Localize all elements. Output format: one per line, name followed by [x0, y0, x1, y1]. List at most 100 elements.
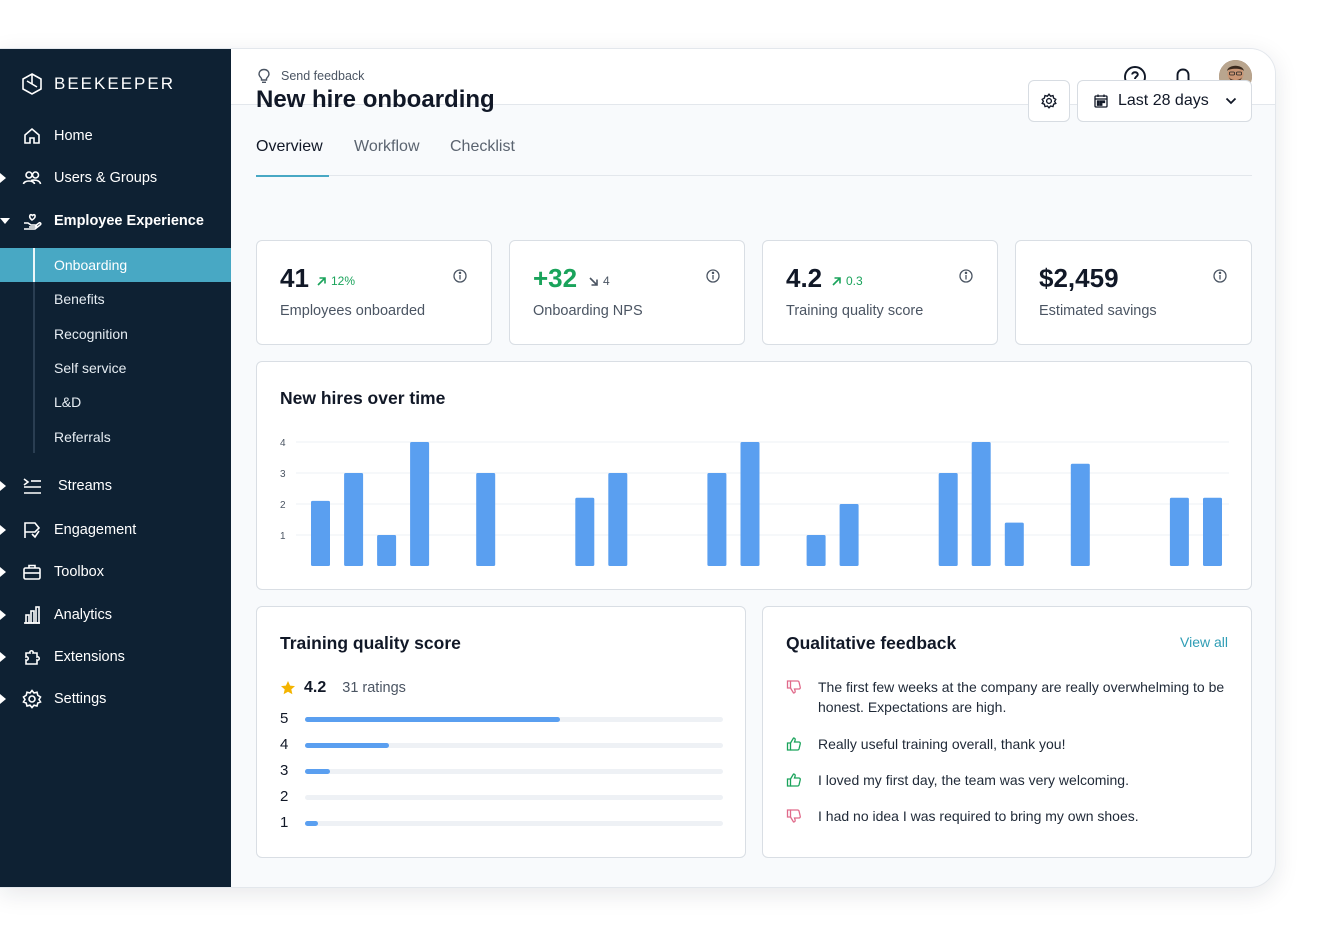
date-range-select[interactable]: Last 28 days	[1077, 80, 1252, 122]
feedback-text: The first few weeks at the company are r…	[818, 679, 1225, 715]
info-icon[interactable]	[959, 269, 973, 283]
chart-bar[interactable]	[1203, 497, 1222, 566]
sidebar-item-streams[interactable]: Streams	[0, 470, 231, 502]
chart-bar[interactable]	[377, 535, 397, 566]
y-tick-label: 3	[280, 469, 286, 480]
chart-bar[interactable]	[839, 504, 859, 566]
sidebar-item-employee-experience[interactable]: Employee Experience	[0, 205, 231, 237]
arrow-down-right-icon	[589, 276, 598, 286]
kpi-delta: 4	[588, 274, 610, 288]
new-hires-bar-chart: 1 2 3 4	[280, 438, 1229, 566]
page-title: New hire onboarding	[256, 86, 495, 113]
sidebar-subitem-benefits[interactable]: Benefits	[0, 282, 231, 316]
page-tabs: Overview Workflow Checklist	[256, 138, 1252, 177]
caret-right-icon	[0, 694, 6, 704]
chart-bar[interactable]	[410, 442, 430, 566]
chart-bar[interactable]	[938, 473, 958, 566]
sidebar-subitem-label: Referrals	[54, 429, 111, 445]
tab-checklist[interactable]: Checklist	[450, 138, 515, 155]
chart-bar[interactable]	[971, 442, 991, 566]
caret-right-icon	[0, 567, 6, 577]
chart-title: New hires over time	[280, 388, 446, 408]
caret-right-icon	[0, 525, 6, 535]
sidebar-item-toolbox[interactable]: Toolbox	[0, 556, 231, 588]
info-icon[interactable]	[706, 269, 720, 283]
send-feedback-link[interactable]: Send feedback	[257, 68, 364, 84]
info-icon[interactable]	[1213, 269, 1227, 283]
rating-bar-row: 3	[280, 762, 725, 779]
chart-bar[interactable]	[311, 500, 330, 566]
send-feedback-label: Send feedback	[281, 69, 365, 83]
caret-right-icon	[0, 481, 6, 491]
chart-bar[interactable]	[575, 497, 595, 566]
kpi-label: Training quality score	[786, 303, 924, 319]
tab-overview[interactable]: Overview	[256, 138, 329, 177]
star-icon	[281, 681, 295, 695]
sidebar-subitem-self-service[interactable]: Self service	[0, 351, 231, 385]
sidebar-subitem-label: Self service	[54, 360, 127, 376]
sidebar-subitem-label: L&D	[54, 394, 82, 410]
rating-bar-track	[305, 717, 723, 722]
chart-bar[interactable]	[707, 473, 727, 566]
caret-down-icon	[0, 218, 10, 224]
feedback-text: I had no idea I was required to bring my…	[818, 808, 1139, 824]
chart-bar[interactable]	[1169, 497, 1189, 566]
caret-right-icon	[0, 610, 6, 620]
chart-bar[interactable]	[806, 535, 826, 566]
rating-bar-track	[305, 795, 723, 800]
rating-bar-fill	[305, 717, 560, 722]
sidebar-item-label: Users & Groups	[54, 170, 158, 186]
sidebar-item-label: Toolbox	[54, 564, 104, 580]
kpi-label: Onboarding NPS	[533, 303, 643, 319]
rating-bar-fill	[305, 769, 331, 774]
rating-bar-track	[305, 821, 723, 826]
sidebar-item-extensions[interactable]: Extensions	[0, 641, 231, 673]
chart-bar[interactable]	[1004, 522, 1024, 566]
view-all-link[interactable]: View all	[1180, 634, 1228, 650]
users-icon	[22, 171, 42, 185]
qualitative-feedback-card: Qualitative feedback View all The first …	[762, 606, 1252, 858]
sidebar-item-users-groups[interactable]: Users & Groups	[0, 162, 231, 194]
arrow-up-right-icon	[832, 276, 841, 286]
beekeeper-logo-icon	[22, 73, 42, 95]
rating-bar-label: 4	[280, 736, 289, 753]
chart-bar[interactable]	[344, 473, 364, 566]
rating-bar-label: 1	[280, 814, 289, 831]
chart-bar[interactable]	[1070, 463, 1090, 566]
analytics-icon	[24, 606, 40, 624]
submenu-line	[33, 248, 35, 453]
sidebar-item-home[interactable]: Home	[0, 120, 231, 152]
sidebar-item-analytics[interactable]: Analytics	[0, 599, 231, 631]
rating-bar-row: 1	[280, 814, 725, 831]
sidebar-item-settings[interactable]: Settings	[0, 683, 231, 715]
sidebar-item-label: Settings	[54, 691, 107, 707]
info-icon[interactable]	[453, 269, 467, 283]
kpi-value: 4.2	[786, 263, 823, 293]
calendar-icon	[1094, 94, 1108, 108]
chart-bar[interactable]	[476, 473, 496, 566]
feedback-card-title: Qualitative feedback	[786, 633, 957, 653]
sidebar-item-engagement[interactable]: Engagement	[0, 514, 231, 546]
tab-workflow[interactable]: Workflow	[354, 138, 420, 155]
rating-bar-track	[305, 743, 723, 748]
home-icon	[24, 127, 40, 144]
brand-logo[interactable]: BEEKEEPER	[20, 72, 175, 96]
sidebar-subitem-recognition[interactable]: Recognition	[0, 317, 231, 351]
sidebar-subitem-onboarding[interactable]: Onboarding	[0, 248, 231, 282]
sidebar-subitem-referrals[interactable]: Referrals	[0, 420, 231, 454]
feedback-text: Really useful training overall, thank yo…	[818, 736, 1066, 752]
feedback-text: I loved my first day, the team was very …	[818, 772, 1129, 788]
sidebar: BEEKEEPER Home Users & Groups Employee E…	[0, 49, 231, 887]
chevron-down-icon	[1225, 97, 1236, 105]
sidebar-item-label: Employee Experience	[54, 213, 204, 229]
chart-bar[interactable]	[608, 473, 628, 566]
sidebar-subitem-ld[interactable]: L&D	[0, 385, 231, 419]
settings-button[interactable]	[1028, 80, 1070, 122]
brand-name: BEEKEEPER	[54, 74, 175, 93]
chart-bar[interactable]	[740, 442, 760, 566]
kpi-label: Employees onboarded	[280, 303, 426, 319]
sidebar-item-label: Extensions	[54, 649, 125, 665]
lightbulb-icon	[258, 68, 270, 84]
training-quality-card: Training quality score 4.2 31 ratings 5 …	[256, 606, 746, 858]
thumbs-down-icon	[786, 809, 801, 823]
